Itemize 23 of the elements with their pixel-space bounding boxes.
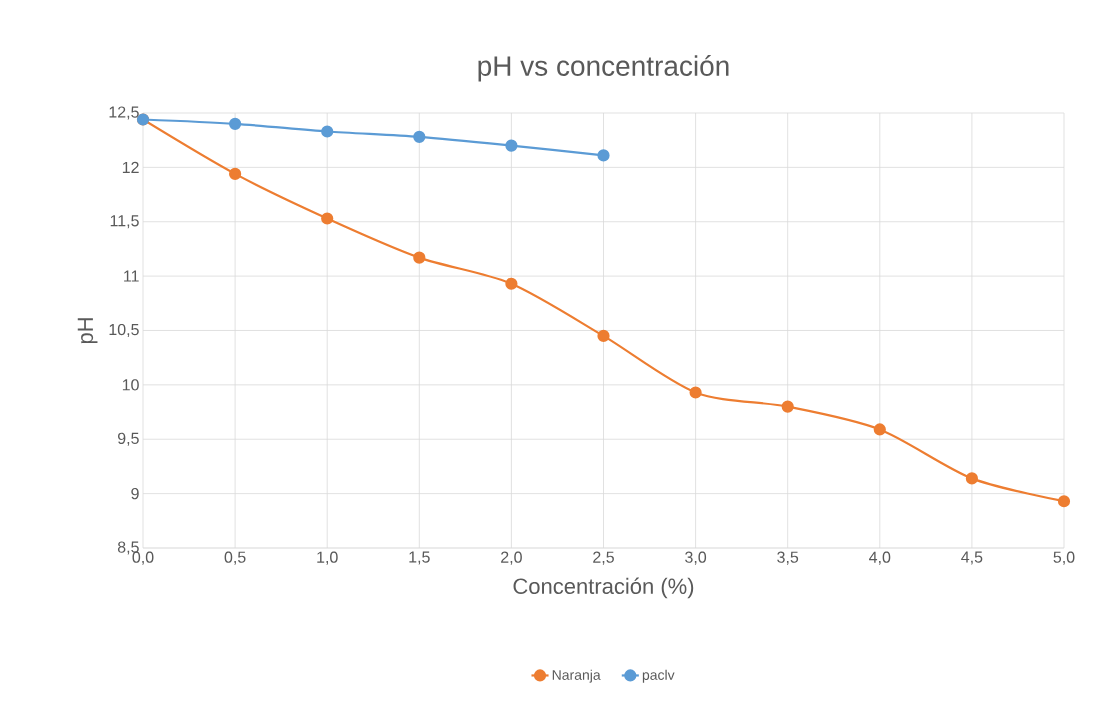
x-tick-label: 4,0: [869, 551, 891, 565]
x-tick-label: 5,0: [1053, 551, 1075, 565]
y-tick-label: 9,5: [117, 432, 139, 446]
legend-label: Naranja: [552, 669, 601, 683]
x-tick-label: 0,5: [224, 551, 246, 565]
y-tick-label: 10,5: [109, 323, 139, 338]
y-tick-label: 9: [131, 487, 139, 500]
y-tick-label: 11,5: [110, 215, 139, 229]
y-tick-label: 11: [124, 270, 139, 282]
y-tick-label: 12: [122, 161, 139, 173]
x-tick-label: 1,5: [409, 551, 430, 565]
x-tick-label: 3,5: [777, 551, 799, 565]
x-tick-label: 4,5: [961, 551, 983, 565]
x-tick-label: 2,0: [501, 551, 522, 565]
legend-label: paclv: [642, 669, 675, 683]
y-tick-label: 12,5: [109, 106, 139, 120]
y-tick-label: 10: [122, 379, 139, 391]
x-tick-label: 3,0: [685, 551, 707, 565]
x-tick-label: 1,0: [317, 551, 338, 565]
y-axis-title: pH: [77, 318, 98, 344]
x-axis-title: Concentración (%): [513, 577, 694, 599]
x-tick-label: 2,5: [593, 551, 614, 565]
chart-title: pH vs concentración: [478, 55, 729, 82]
